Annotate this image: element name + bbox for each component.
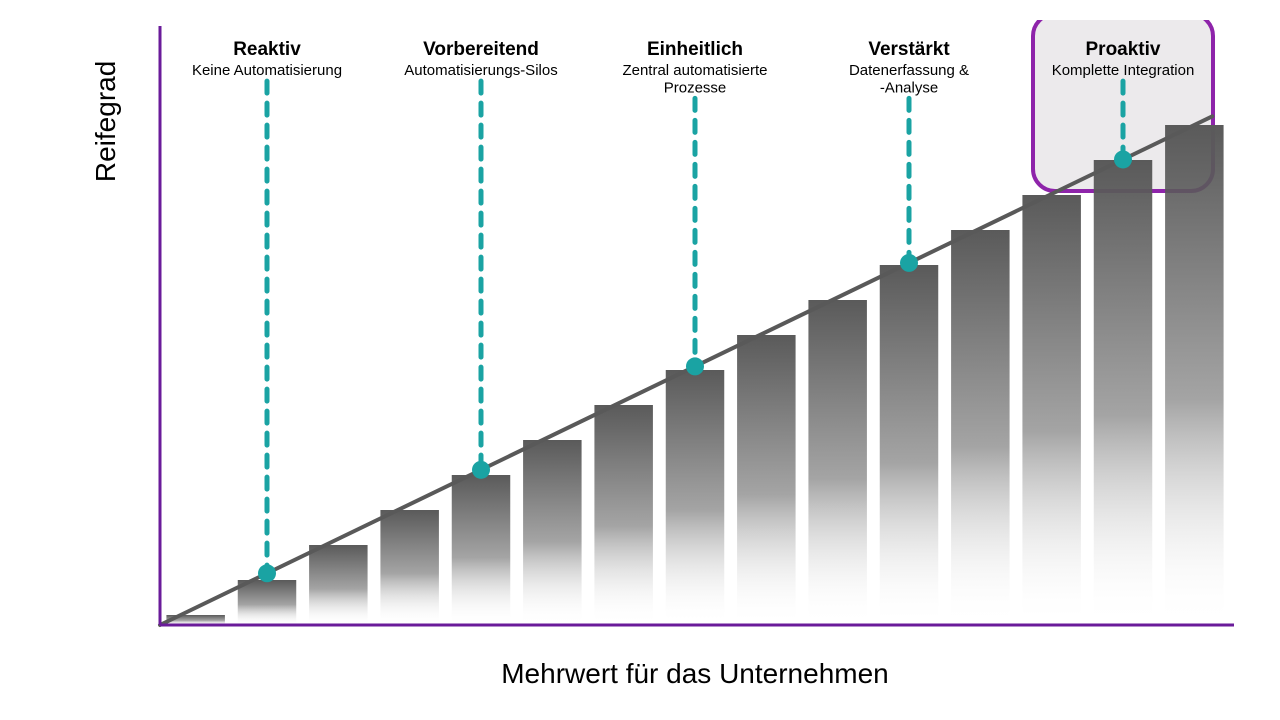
bar xyxy=(452,475,510,625)
callout-subtitle: Komplette Integration xyxy=(1052,62,1195,79)
callout-dot xyxy=(1114,150,1132,168)
chart-svg: Reaktiv Keine Automatisierung Vorbereitend… xyxy=(150,20,1240,650)
bar xyxy=(594,405,652,625)
callout-subtitle: Prozesse xyxy=(664,79,727,96)
bar xyxy=(1094,160,1152,625)
x-axis-label: Mehrwert für das Unternehmen xyxy=(150,658,1240,690)
bar xyxy=(238,580,296,625)
callout-title: Einheitlich xyxy=(647,39,743,60)
callout-subtitle: Datenerfassung & xyxy=(849,62,969,79)
callout-dot xyxy=(900,254,918,272)
bar xyxy=(951,230,1009,625)
callout-subtitle: Automatisierungs-Silos xyxy=(404,62,557,79)
bar xyxy=(808,300,866,625)
callout-dot xyxy=(686,357,704,375)
bar xyxy=(880,265,938,625)
bar xyxy=(1022,195,1080,625)
callout-subtitle: Zentral automatisierte xyxy=(622,62,767,79)
bar xyxy=(309,545,367,625)
bar xyxy=(380,510,438,625)
bar xyxy=(1165,125,1223,625)
callout-title: Verstärkt xyxy=(868,39,950,60)
callout-title: Proaktiv xyxy=(1086,39,1161,60)
callout-dot xyxy=(258,564,276,582)
callout-title: Reaktiv xyxy=(233,39,301,60)
bar xyxy=(737,335,795,625)
callout-dot xyxy=(472,461,490,479)
callout-subtitle: -Analyse xyxy=(880,79,938,96)
callout-title: Vorbereitend xyxy=(423,39,539,60)
maturity-chart: Reaktiv Keine Automatisierung Vorbereitend… xyxy=(150,20,1240,650)
bar xyxy=(666,370,724,625)
y-axis-label: Reifegrad xyxy=(90,0,122,160)
callout-subtitle: Keine Automatisierung xyxy=(192,62,342,79)
bar xyxy=(523,440,581,625)
